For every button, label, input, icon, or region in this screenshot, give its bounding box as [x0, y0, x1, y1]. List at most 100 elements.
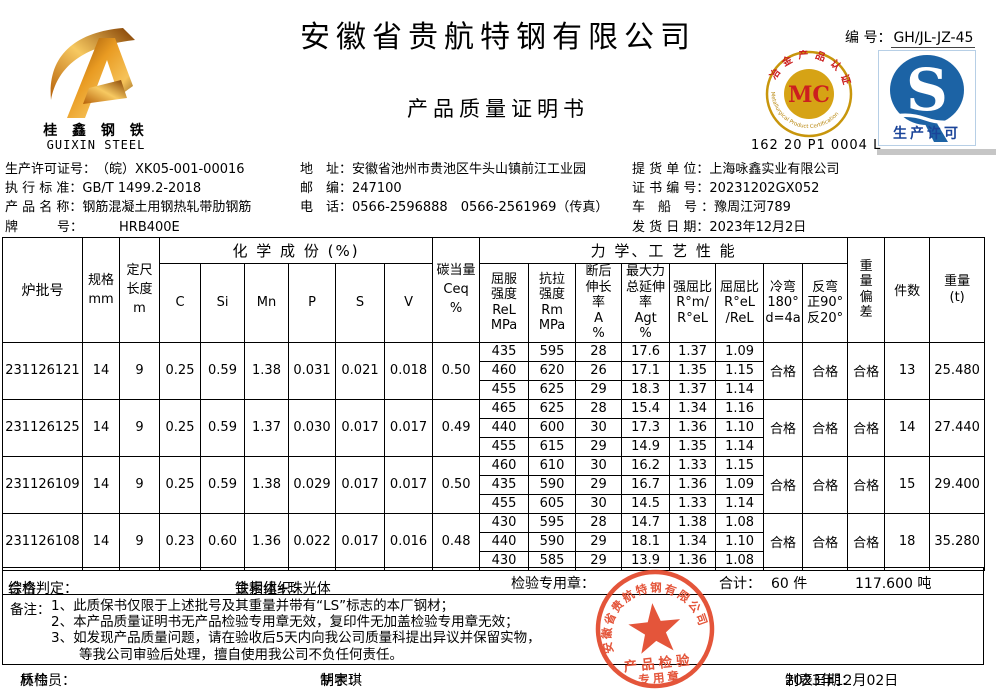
length-cell: 9	[119, 341, 160, 400]
cert-table-body: 231126121 14 9 0.25 0.59 1.38 0.031 0.021 0.018 0…	[2, 341, 986, 571]
elongation-cell: 30	[575, 417, 623, 438]
chem-v-cell: 0.018	[383, 341, 434, 400]
chem-v-cell: 0.016	[383, 512, 434, 571]
info-row-cert-no: 证 书 编 号：20231202GX052	[632, 179, 839, 198]
ceq-cell: 0.50	[432, 455, 481, 514]
agt-cell: 16.7	[621, 474, 671, 495]
rel-rel-ratio-cell: 1.15	[715, 455, 765, 476]
chem-c-cell: 0.23	[159, 512, 201, 571]
header-ceq: 碳当量 Ceq %	[432, 237, 481, 343]
spec-cell: 14	[82, 398, 120, 457]
qs-caption: 生产许可	[893, 125, 961, 142]
reverse-bend-result-cell: 合格	[802, 512, 849, 571]
info-row-ship-date: 发 货 日 期：2023年12月2日	[632, 218, 839, 237]
header-length: 定尺 长度 m	[119, 237, 160, 343]
document-title: 产品质量证明书	[407, 97, 589, 121]
seal-line2: 专用章	[638, 668, 683, 686]
info-row-vehicle: 车 船 号 ：豫周江河789	[632, 198, 839, 217]
agt-cell: 17.1	[621, 360, 671, 381]
weight-cell: 25.480	[929, 341, 986, 400]
rel-rel-ratio-cell: 1.16	[715, 398, 765, 419]
chem-si-cell: 0.59	[200, 341, 245, 400]
agt-cell: 14.7	[621, 512, 671, 533]
weight-cell: 27.440	[929, 398, 986, 457]
chem-s-cell: 0.017	[335, 455, 385, 514]
q-tail	[925, 120, 948, 142]
total-pieces: 60 件	[771, 576, 808, 592]
doc-serial: 编 号： GH/JL-JZ-45	[845, 27, 976, 48]
rel-cell: 430	[479, 512, 530, 533]
info-column-left: 生产许可证号：（皖）XK05-001-00016 执 行 标 准：GB/T 14…	[5, 160, 251, 237]
header-weight-deviation: 重 量 偏 差	[847, 237, 886, 343]
rm-rel-ratio-cell: 1.36	[669, 417, 717, 438]
weight-deviation-result-cell: 合格	[847, 512, 886, 571]
elongation-cell: 29	[575, 436, 623, 457]
rel-cell: 455	[479, 436, 530, 457]
info-row-product: 产 品 名 称：钢筋混凝土用钢热轧带肋钢筋	[5, 198, 251, 217]
rel-cell: 455	[479, 493, 530, 514]
rm-cell: 600	[528, 417, 577, 438]
mc-certification-code: 162 20 P1 0004 L	[751, 138, 882, 153]
elongation-cell: 30	[575, 493, 623, 514]
header-weight: 重量 (t)	[929, 237, 986, 343]
table-data-row: 440 600 30 17.3 1.36 1.10	[3, 417, 985, 438]
rm-cell: 615	[528, 436, 577, 457]
serial-label: 编 号：	[845, 30, 892, 46]
rm-cell: 585	[528, 550, 577, 571]
rel-cell: 465	[479, 398, 530, 419]
rm-cell: 610	[528, 455, 577, 476]
header-cold-bend: 冷弯 180° d=4a	[763, 263, 804, 343]
info-label: 车 船 号 ：	[632, 200, 715, 216]
rm-cell: 605	[528, 493, 577, 514]
info-row-phone: 电 话：0566-2596888 0566-2561969（传真）	[300, 198, 608, 217]
pieces-cell: 14	[884, 398, 931, 457]
pieces-cell: 15	[884, 455, 931, 514]
info-value: 钢筋混凝土用钢热轧带肋钢筋	[82, 200, 252, 216]
reverse-bend-result-cell: 合格	[802, 341, 849, 400]
chem-v-cell: 0.017	[383, 398, 434, 457]
qs-wave	[881, 113, 973, 125]
rm-cell: 595	[528, 512, 577, 533]
mill-logo: 桂 鑫 钢 铁 GUIXIN STEEL	[33, 26, 159, 152]
qs-badge-shadow	[877, 149, 996, 155]
table-data-row: 430 585 29 13.9 1.36 1.08	[3, 550, 985, 571]
weight-deviation-result-cell: 合格	[847, 341, 886, 400]
rel-rel-ratio-cell: 1.10	[715, 531, 765, 552]
info-value: 0566-2596888 0566-2561969（传真）	[352, 200, 609, 216]
reverse-bend-result-cell: 合格	[802, 455, 849, 514]
logo-crossbar	[83, 80, 127, 104]
info-label: 提 货 单 位：	[632, 162, 710, 177]
info-value: 2023年12月2日	[709, 219, 807, 235]
weight-deviation-result-cell: 合格	[847, 398, 886, 457]
elongation-cell: 28	[575, 512, 623, 533]
weight-cell: 35.280	[929, 512, 986, 571]
rel-cell: 460	[479, 455, 530, 476]
info-value: 豫周江河789	[714, 200, 791, 216]
ceq-cell: 0.49	[432, 398, 481, 457]
header-chem-c: C	[159, 263, 201, 343]
header-mechanical-group: 力 学、工 艺 性 能	[479, 237, 849, 264]
note-line: 等我公司审验后处理，擅自使用我公司不负任何责任。	[79, 646, 403, 663]
rm-rel-ratio-cell: 1.35	[669, 436, 717, 457]
cold-bend-result-cell: 合格	[763, 398, 804, 457]
elongation-cell: 29	[575, 550, 623, 571]
agt-cell: 18.1	[621, 531, 671, 552]
elongation-cell: 28	[575, 398, 623, 419]
rel-rel-ratio-cell: 1.14	[715, 493, 765, 514]
cold-bend-result-cell: 合格	[763, 341, 804, 400]
logo-swoosh	[50, 28, 135, 100]
header-rel-rel-ratio: 屈屈比 R°eL /ReL	[715, 263, 765, 343]
table-data-row: 231126125 14 9 0.25 0.59 1.37 0.030 0.017 0.017 0…	[2, 398, 986, 457]
rm-cell: 590	[528, 531, 577, 552]
note-line: 1、此质保书仅限于上述批号及其重量并带有“LS”标志的本厂钢材；	[51, 598, 455, 614]
chem-c-cell: 0.25	[159, 341, 201, 400]
inspection-seal: 安徽省贵航特钢有限公司 产品检验 专用章	[594, 569, 715, 689]
table-data-row: 231126108 14 9 0.23 0.60 1.36 0.022 0.017 0.016 0…	[2, 512, 986, 571]
info-row-standard: 执 行 标 准：GB/T 1499.2-2018	[5, 179, 251, 198]
spec-cell: 14	[82, 512, 120, 571]
spec-cell: 14	[82, 341, 120, 400]
info-value: （皖）XK05-001-00016	[96, 162, 245, 177]
chem-p-cell: 0.029	[288, 455, 336, 514]
header-chem-mn: Mn	[244, 263, 289, 343]
chem-s-cell: 0.017	[335, 398, 385, 457]
